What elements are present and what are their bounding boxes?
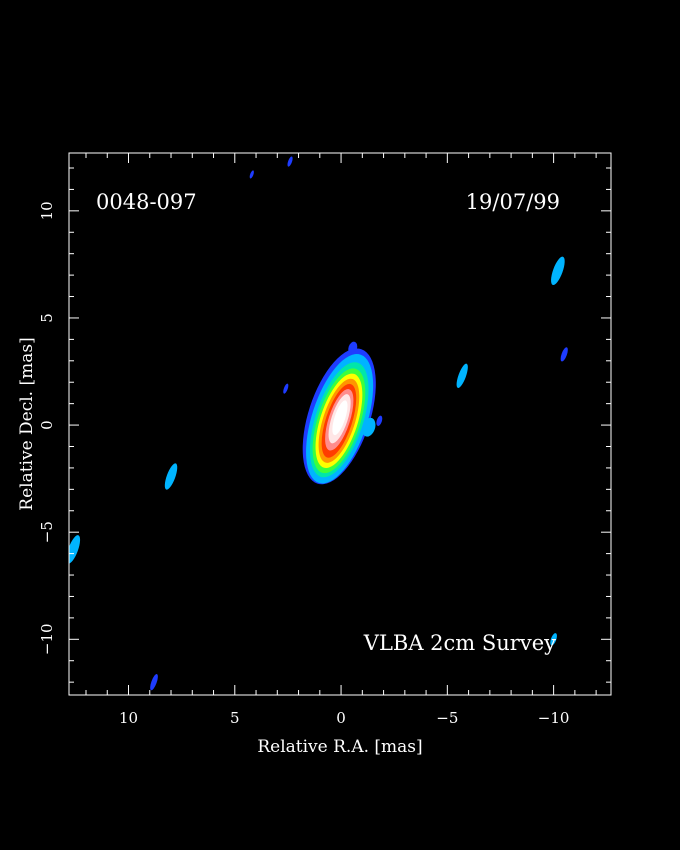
y-tick-label: 10 <box>38 201 56 220</box>
x-axis-label: Relative R.A. [mas] <box>257 737 422 757</box>
noise-blob-10 <box>249 170 254 179</box>
core-contour-level-10 <box>332 400 348 436</box>
observation-date-label: 19/07/99 <box>466 190 560 214</box>
noise-blob-7 <box>150 674 158 691</box>
noise-blob-2 <box>69 535 81 564</box>
radio-image-layer <box>69 156 568 691</box>
source-name-label: 0048-097 <box>96 190 197 214</box>
x-tick-label: −5 <box>436 709 458 727</box>
y-tick-label: 5 <box>38 313 56 323</box>
x-tick-label: 0 <box>336 709 346 727</box>
noise-blob-4 <box>551 256 565 286</box>
y-tick-label: −10 <box>38 623 56 655</box>
noise-blob-5 <box>560 347 568 362</box>
noise-blob-1 <box>164 463 178 490</box>
core-feature-2 <box>376 415 383 426</box>
y-tick-label: −5 <box>38 521 56 543</box>
y-tick-label: 0 <box>38 420 56 430</box>
y-axis-label: Relative Decl. [mas] <box>17 337 37 510</box>
x-tick-label: −10 <box>538 709 570 727</box>
core-feature-1 <box>361 417 376 437</box>
survey-name-label: VLBA 2cm Survey <box>363 631 556 655</box>
noise-blob-9 <box>287 156 293 167</box>
x-tick-label: 10 <box>119 709 138 727</box>
noise-blob-8 <box>283 383 289 394</box>
core-feature-3 <box>348 341 358 355</box>
axis-tick-labels: 10 5 0 −5 −10 10 5 0 −5 −10 <box>38 201 569 727</box>
plot-frame <box>68 152 612 696</box>
x-tick-label: 5 <box>230 709 240 727</box>
noise-blob-3 <box>456 363 468 388</box>
axis-ticks <box>69 153 611 695</box>
noise-blob-6 <box>550 633 557 646</box>
